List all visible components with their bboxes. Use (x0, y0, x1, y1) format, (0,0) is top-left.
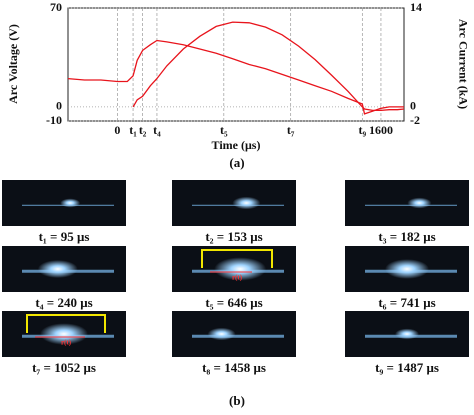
arc-glow (37, 260, 78, 278)
photo-caption: t₁ = 95 μs (39, 229, 90, 244)
photo (345, 180, 469, 226)
arc-glow (385, 259, 429, 279)
arc-glow (40, 323, 88, 345)
x-tick-label: t₅ (220, 123, 228, 137)
y2-tick-label: 14 (410, 0, 422, 14)
arc-glow (232, 196, 261, 210)
arc-glow (60, 198, 81, 208)
arc-glow (395, 328, 419, 340)
photo-caption: t₂ = 153 μs (205, 229, 262, 244)
x-tick-label: t₂ (139, 123, 147, 137)
x-tick-label: t₇ (287, 123, 295, 137)
photo-caption: t₅ = 646 μs (205, 295, 262, 310)
frame-marker (26, 314, 106, 333)
x-tick-label: t₁ (129, 123, 137, 137)
y-tick-label: 70 (50, 0, 62, 14)
panel-label: (a) (229, 155, 244, 170)
arc-glow (207, 327, 236, 341)
x-tick-label: t₄ (153, 123, 161, 137)
y2-tick-label: 0 (410, 99, 416, 113)
photo-caption: t₃ = 182 μs (378, 229, 435, 244)
series-line (132, 21, 405, 112)
frame-marker (201, 249, 273, 268)
photo-caption: t₄ = 240 μs (35, 295, 92, 310)
photo-caption: t₇ = 1052 μs (32, 360, 96, 375)
photo-caption: t₆ = 741 μs (378, 295, 435, 310)
panel-label: (b) (229, 393, 245, 408)
photo-annotation: r(t) (232, 274, 243, 282)
arc-glow (407, 197, 432, 209)
y-tick-label: -10 (46, 113, 62, 127)
photo-caption: t₈ = 1458 μs (202, 360, 266, 375)
x-tick-label: 0 (114, 123, 120, 137)
y-tick-label: 0 (56, 99, 62, 113)
series-line (67, 39, 404, 115)
x-tick-label: t₉ (359, 123, 367, 137)
y2-tick-label: -2 (410, 113, 420, 127)
y-axis-label: Arc Voltage (V) (6, 24, 20, 104)
photo-caption: t₉ = 1487 μs (375, 360, 439, 375)
y2-axis-label: Arc Current (kA) (456, 19, 470, 109)
plot-frame (67, 7, 405, 122)
arc-glow (214, 257, 267, 281)
photo-annotation: r(t) (61, 339, 72, 347)
x-tick-label: 1600 (369, 123, 393, 137)
x-axis-label: Time (μs) (212, 138, 261, 152)
